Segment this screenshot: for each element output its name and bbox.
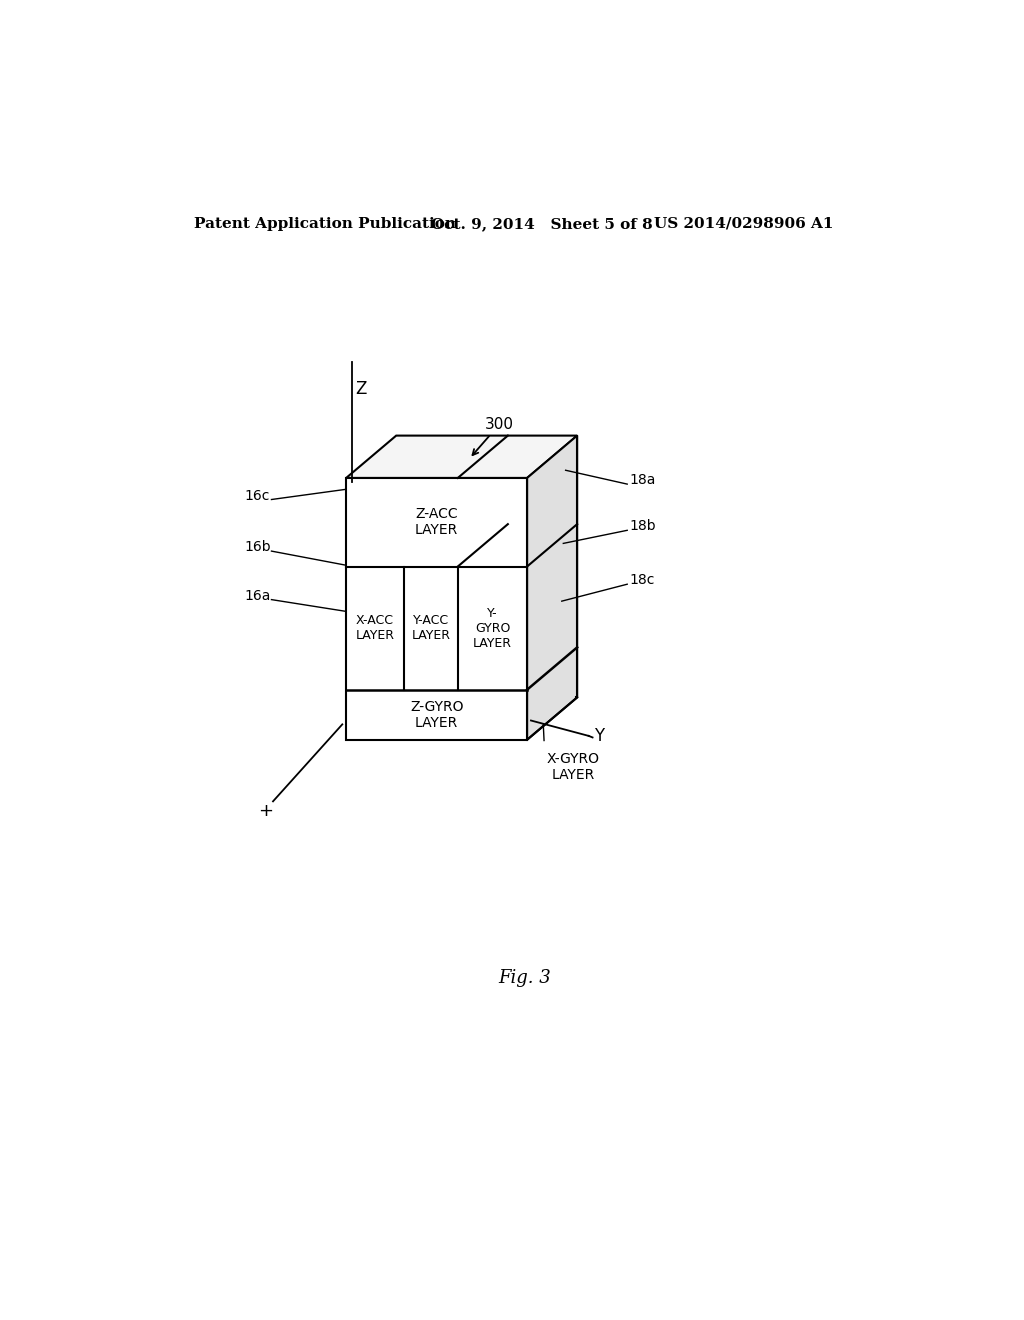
Text: 16b: 16b xyxy=(245,540,271,554)
Text: X-ACC
LAYER: X-ACC LAYER xyxy=(355,614,394,642)
Text: Oct. 9, 2014   Sheet 5 of 8: Oct. 9, 2014 Sheet 5 of 8 xyxy=(431,216,652,231)
Text: X-GYRO
LAYER: X-GYRO LAYER xyxy=(547,751,599,781)
Polygon shape xyxy=(346,436,578,478)
Text: Patent Application Publication: Patent Application Publication xyxy=(195,216,457,231)
Text: 300: 300 xyxy=(484,417,514,432)
Text: Y: Y xyxy=(594,727,604,744)
Text: Y-
GYRO
LAYER: Y- GYRO LAYER xyxy=(473,607,512,649)
Text: 16a: 16a xyxy=(245,589,271,603)
Polygon shape xyxy=(527,436,578,739)
Text: Fig. 3: Fig. 3 xyxy=(499,969,551,987)
Text: Z: Z xyxy=(355,380,367,399)
Text: Z-ACC
LAYER: Z-ACC LAYER xyxy=(415,507,459,537)
Text: Z-GYRO
LAYER: Z-GYRO LAYER xyxy=(410,700,464,730)
Text: 16c: 16c xyxy=(245,488,270,503)
Text: 18b: 18b xyxy=(630,520,656,533)
Text: 18c: 18c xyxy=(630,573,655,587)
Text: +: + xyxy=(258,801,272,820)
Text: Y-ACC
LAYER: Y-ACC LAYER xyxy=(412,614,451,642)
Text: US 2014/0298906 A1: US 2014/0298906 A1 xyxy=(654,216,834,231)
Polygon shape xyxy=(346,478,527,739)
Text: 18a: 18a xyxy=(630,474,656,487)
